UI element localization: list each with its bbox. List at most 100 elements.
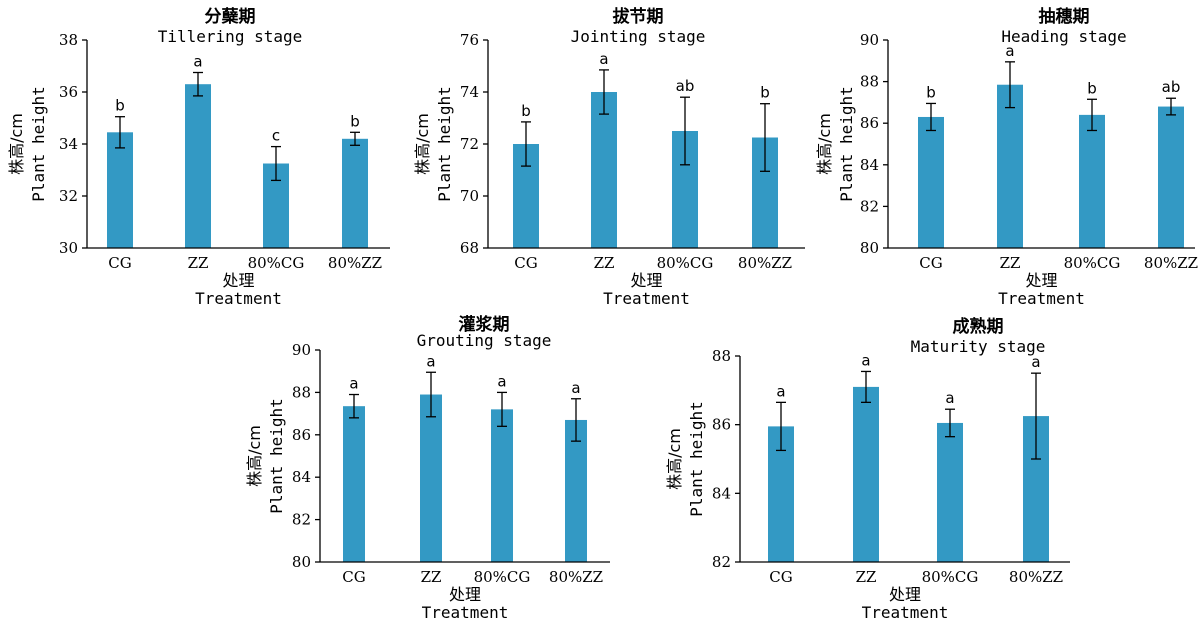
error-bar xyxy=(521,121,531,167)
x-tick-label: ZZ xyxy=(421,568,442,586)
y-tick-label: 74 xyxy=(460,83,479,101)
x-axis-label-cn: 处理 xyxy=(1025,271,1057,290)
x-tick-label: CG xyxy=(769,568,792,586)
error-bar xyxy=(945,408,955,438)
y-tick-label: 88 xyxy=(712,347,731,365)
bar-80%ZZ xyxy=(342,138,368,248)
significance-letter: ab xyxy=(1162,78,1181,96)
x-axis-label-en: Treatment xyxy=(603,289,690,308)
y-tick-label: 82 xyxy=(292,511,311,529)
y-tick-label: 82 xyxy=(712,553,731,571)
x-tick-label: ZZ xyxy=(594,254,615,272)
y-axis-label-cn: 株高/cm xyxy=(665,428,684,490)
error-bar xyxy=(497,391,507,427)
significance-letter: b xyxy=(926,83,936,101)
significance-letter: b xyxy=(760,84,770,102)
error-bar xyxy=(115,116,125,149)
chart-title-cn: 拔节期 xyxy=(613,6,664,27)
significance-letter: a xyxy=(1005,42,1014,60)
significance-letter: b xyxy=(521,102,531,120)
y-tick-label: 38 xyxy=(59,31,78,49)
y-tick-label: 80 xyxy=(292,553,311,571)
error-bar xyxy=(1166,97,1176,116)
x-tick-label: ZZ xyxy=(1000,254,1021,272)
bar-CG xyxy=(343,406,365,562)
y-tick-label: 84 xyxy=(292,468,311,486)
significance-letter: a xyxy=(426,352,435,370)
chart-title-en: Maturity stage xyxy=(911,337,1046,356)
x-tick-label: 80%ZZ xyxy=(328,254,382,272)
significance-letter: a xyxy=(497,372,506,390)
bar-ZZ xyxy=(853,386,879,562)
x-tick-label: 80%CG xyxy=(474,568,531,586)
chart-title-en: Grouting stage xyxy=(417,331,552,350)
error-bar xyxy=(926,102,936,132)
x-axis-label-en: Treatment xyxy=(422,603,509,622)
error-bar xyxy=(1087,98,1097,132)
significance-letter: a xyxy=(1031,353,1040,371)
significance-letter: ab xyxy=(676,77,695,95)
y-tick-label: 84 xyxy=(712,484,731,502)
bar-80%ZZ xyxy=(565,419,587,562)
significance-letter: a xyxy=(571,379,580,397)
y-axis-label-en: Plant height xyxy=(435,86,454,202)
chart-title-en: Heading stage xyxy=(1001,27,1126,46)
bar-80%CG xyxy=(491,409,513,562)
x-tick-label: 80%ZZ xyxy=(1144,254,1198,272)
x-axis-label-cn: 处理 xyxy=(222,271,254,290)
x-axis-label-en: Treatment xyxy=(998,289,1085,308)
x-tick-label: 80%ZZ xyxy=(1009,568,1063,586)
significance-letter: a xyxy=(599,50,608,68)
y-tick-label: 88 xyxy=(292,383,311,401)
y-tick-label: 70 xyxy=(460,187,479,205)
chart-title-cn: 抽穗期 xyxy=(1039,6,1090,27)
y-tick-label: 32 xyxy=(59,187,78,205)
x-axis-label-cn: 处理 xyxy=(449,585,481,604)
y-axis-label-en: Plant height xyxy=(687,401,706,517)
y-tick-label: 82 xyxy=(860,197,879,215)
x-axis-label-en: Treatment xyxy=(862,603,949,622)
y-axis-label-en: Plant height xyxy=(29,86,48,202)
bar-ZZ xyxy=(591,92,617,248)
chart-title-cn: 成熟期 xyxy=(953,316,1004,337)
x-axis-label-en: Treatment xyxy=(195,289,282,308)
chart-title-en: Tillering stage xyxy=(158,27,303,46)
x-tick-label: CG xyxy=(342,568,365,586)
x-tick-label: CG xyxy=(108,254,131,272)
bar-ZZ xyxy=(185,84,211,248)
significance-letter: c xyxy=(272,127,280,145)
bar-CG xyxy=(918,116,944,249)
significance-letter: a xyxy=(193,53,202,71)
x-axis-label-cn: 处理 xyxy=(630,271,662,290)
x-tick-label: 80%CG xyxy=(248,254,305,272)
x-tick-label: ZZ xyxy=(188,254,209,272)
significance-letter: b xyxy=(350,112,360,130)
error-bar xyxy=(193,71,203,97)
y-tick-label: 90 xyxy=(860,31,879,49)
y-tick-label: 86 xyxy=(292,426,311,444)
x-tick-label: 80%ZZ xyxy=(738,254,792,272)
y-tick-label: 80 xyxy=(860,239,879,257)
significance-letter: a xyxy=(776,382,785,400)
y-tick-label: 84 xyxy=(860,156,879,174)
y-axis-label-en: Plant height xyxy=(837,86,856,202)
y-tick-label: 34 xyxy=(59,135,78,153)
x-tick-label: CG xyxy=(919,254,942,272)
y-tick-label: 86 xyxy=(712,416,731,434)
significance-letter: a xyxy=(945,389,954,407)
error-bar xyxy=(776,401,786,452)
error-bar xyxy=(1031,372,1041,460)
y-tick-label: 88 xyxy=(860,73,879,91)
x-tick-label: CG xyxy=(514,254,537,272)
x-tick-label: 80%CG xyxy=(657,254,714,272)
y-tick-label: 76 xyxy=(460,31,479,49)
significance-letter: b xyxy=(115,97,125,115)
x-tick-label: 80%CG xyxy=(1064,254,1121,272)
error-bar xyxy=(599,69,609,115)
significance-letter: a xyxy=(861,351,870,369)
error-bar xyxy=(861,370,871,404)
y-axis-label-cn: 株高/cm xyxy=(815,113,834,175)
